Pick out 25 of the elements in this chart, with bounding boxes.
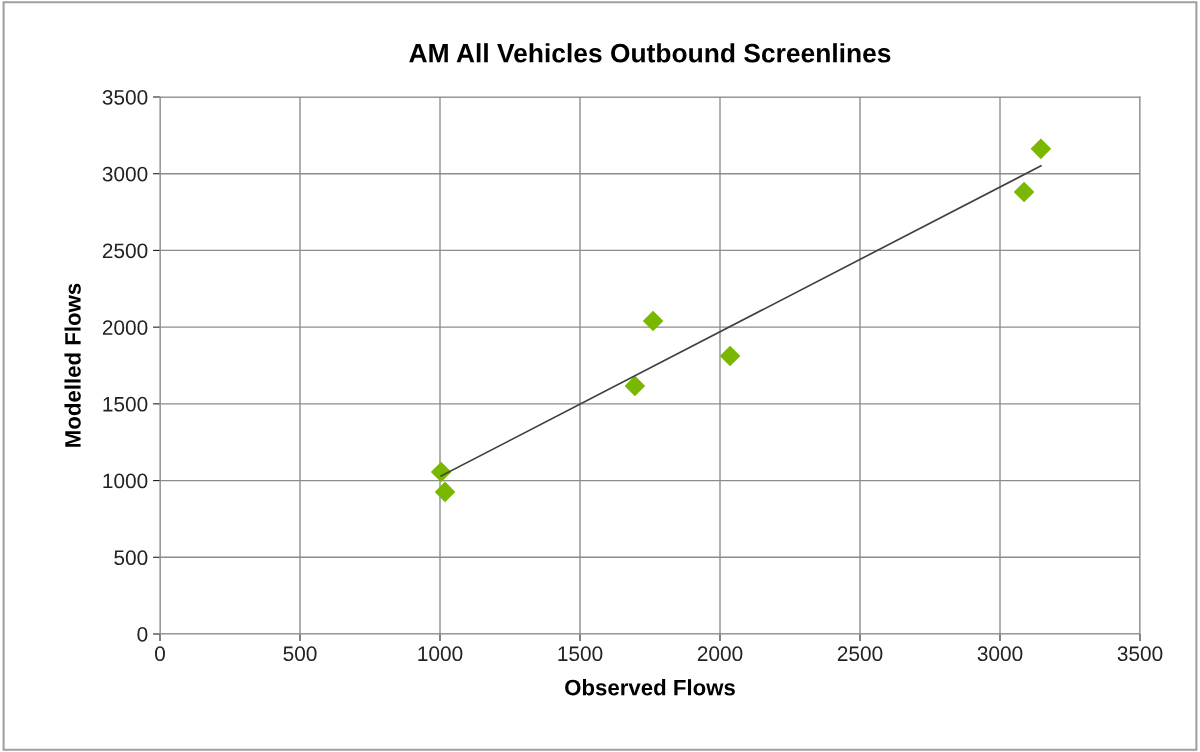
x-tick-label: 3500	[1117, 646, 1163, 662]
x-tick-label: 0	[155, 646, 165, 662]
y-tick-label: 500	[114, 550, 148, 566]
y-tick-label: 3000	[102, 166, 148, 182]
x-tick-label: 2000	[697, 646, 743, 662]
y-tick-label: 3500	[102, 90, 148, 105]
x-tick-label: 1000	[418, 646, 463, 662]
point	[719, 345, 741, 367]
point	[642, 310, 664, 332]
y-tick-label: 1000	[103, 473, 148, 489]
point	[1030, 138, 1052, 160]
x-tick-label: 500	[283, 646, 317, 662]
y-tick-label: 1500	[103, 396, 148, 412]
y-tick-label: 2000	[102, 320, 148, 335]
y-axis-title: Modelled Flows	[64, 283, 81, 447]
point	[624, 375, 646, 397]
y-tick-label: 0	[137, 627, 148, 642]
x-axis-title: Observed Flows	[565, 679, 735, 696]
x-tick-label: 3000	[977, 646, 1023, 662]
point	[1013, 181, 1035, 203]
y-tick-label: 2500	[102, 243, 148, 259]
x-tick-label: 2500	[837, 646, 883, 662]
point	[434, 481, 456, 503]
chart-title: AM All Vehicles Outbound Screenlines	[409, 43, 891, 63]
x-tick-label: 1500	[558, 646, 603, 662]
